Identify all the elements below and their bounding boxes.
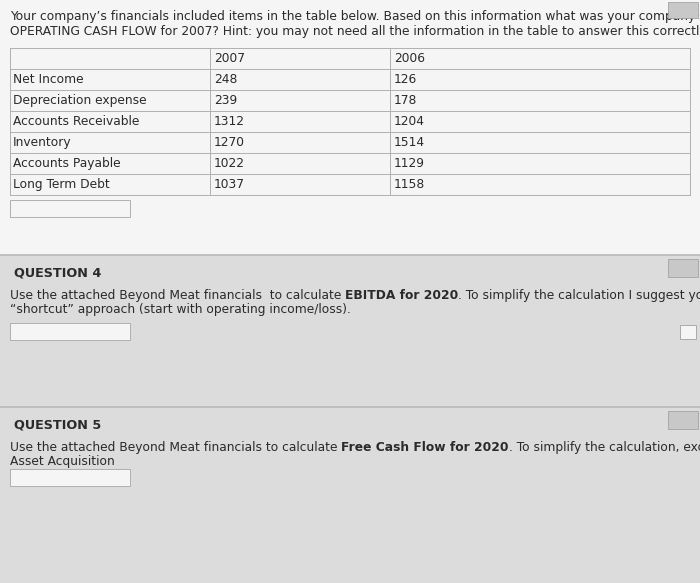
Text: 1022: 1022: [214, 157, 245, 170]
Text: EBITDA for 2020: EBITDA for 2020: [345, 289, 459, 302]
Text: Depreciation expense: Depreciation expense: [13, 94, 146, 107]
Text: Accounts Receivable: Accounts Receivable: [13, 115, 139, 128]
Text: 2007: 2007: [214, 52, 245, 65]
Text: OPERATING CASH FLOW for 2007? Hint: you may not need all the information in the : OPERATING CASH FLOW for 2007? Hint: you …: [10, 25, 700, 38]
Text: . To simplify the calculation I suggest you use the: . To simplify the calculation I suggest …: [458, 289, 700, 302]
Bar: [0, 407, 700, 583]
Bar: [10, 200, 130, 217]
Text: Accounts Payable: Accounts Payable: [13, 157, 120, 170]
Text: 1204: 1204: [394, 115, 425, 128]
Text: QUESTION 5: QUESTION 5: [14, 419, 101, 432]
Text: 1129: 1129: [394, 157, 425, 170]
Text: Free Cash Flow for 2020: Free Cash Flow for 2020: [342, 441, 509, 454]
Text: Asset Acquisition: Asset Acquisition: [10, 455, 115, 468]
Text: “shortcut” approach (start with operating income/loss).: “shortcut” approach (start with operatin…: [10, 303, 351, 316]
Text: 2006: 2006: [394, 52, 425, 65]
Bar: [0, 255, 700, 415]
Bar: [668, 411, 698, 429]
Bar: [668, 2, 698, 18]
Text: Your company’s financials included items in the table below. Based on this infor: Your company’s financials included items…: [10, 10, 700, 23]
Text: Use the attached Beyond Meat financials to calculate: Use the attached Beyond Meat financials …: [10, 441, 342, 454]
Text: 1514: 1514: [394, 136, 425, 149]
Text: 1158: 1158: [394, 178, 426, 191]
Text: 1037: 1037: [214, 178, 245, 191]
Text: 178: 178: [394, 94, 417, 107]
Bar: [668, 259, 698, 277]
Text: 126: 126: [394, 73, 417, 86]
Bar: [10, 469, 130, 486]
Text: 1270: 1270: [214, 136, 245, 149]
Bar: [10, 323, 130, 340]
Bar: [680, 325, 696, 339]
Bar: [0, 0, 700, 255]
Text: Net Income: Net Income: [13, 73, 83, 86]
Text: 248: 248: [214, 73, 237, 86]
Text: . To simplify the calculation, exclude the: . To simplify the calculation, exclude t…: [509, 441, 700, 454]
Text: QUESTION 4: QUESTION 4: [14, 267, 101, 280]
Text: Use the attached Beyond Meat financials  to calculate: Use the attached Beyond Meat financials …: [10, 289, 345, 302]
Text: Long Term Debt: Long Term Debt: [13, 178, 110, 191]
Text: Inventory: Inventory: [13, 136, 71, 149]
Text: 239: 239: [214, 94, 237, 107]
Text: 1312: 1312: [214, 115, 245, 128]
